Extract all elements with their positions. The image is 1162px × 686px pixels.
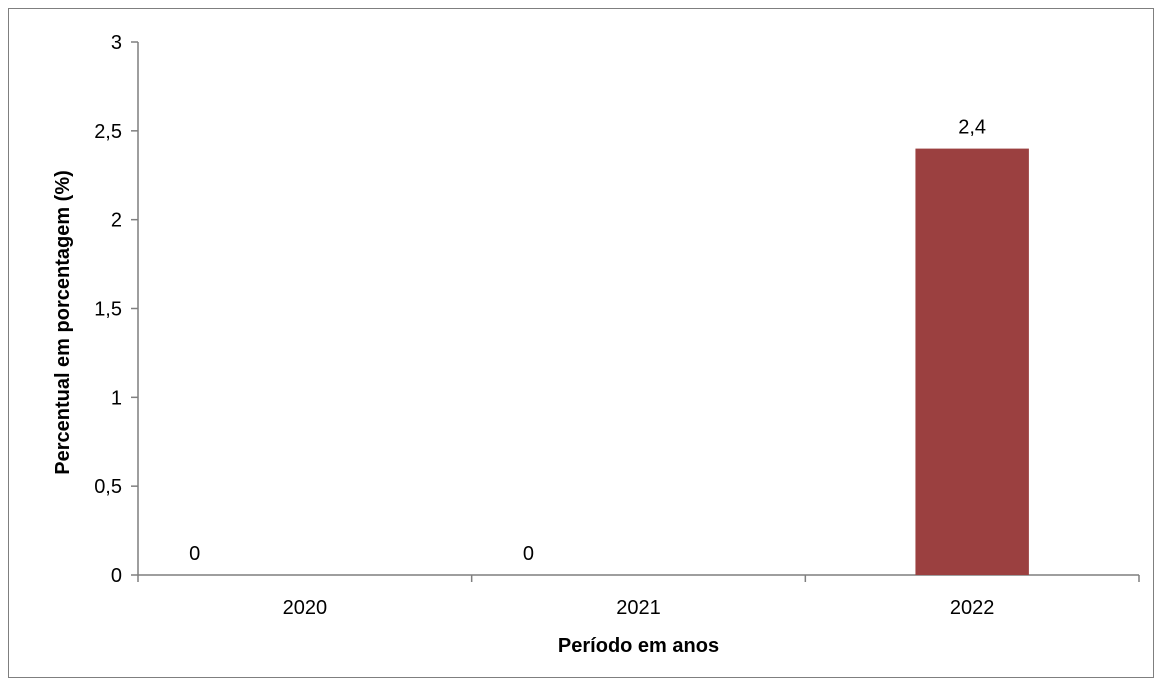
y-tick-label: 2 (111, 210, 122, 232)
data-labels: 0 02,4 (189, 117, 986, 565)
y-tick-label: 1 (111, 387, 122, 409)
y-tick-label: 3 (111, 32, 122, 54)
bar-value-label: 0 (189, 543, 200, 565)
y-axis-ticks: 0 0,5 1 1,5 2 2,5 3 (94, 32, 138, 587)
y-axis-title: Percentual em porcentagem (%) (52, 170, 74, 475)
x-axis-ticks: 2020 2021 2022 (137, 575, 1140, 619)
x-tick-label: 2022 (950, 597, 995, 619)
y-tick-label: 1,5 (94, 299, 122, 321)
y-tick-label: 2,5 (94, 121, 122, 143)
bar-value-label: 0 (523, 543, 534, 565)
y-tick-label: 0,5 (94, 476, 122, 498)
x-tick-label: 2020 (283, 597, 328, 619)
bars (915, 148, 1029, 575)
x-tick-label: 2021 (616, 597, 661, 619)
bar-value-label: 2,4 (958, 117, 986, 139)
y-tick-label: 0 (111, 565, 122, 587)
bar (915, 148, 1029, 575)
x-axis-title: Período em anos (558, 635, 719, 657)
